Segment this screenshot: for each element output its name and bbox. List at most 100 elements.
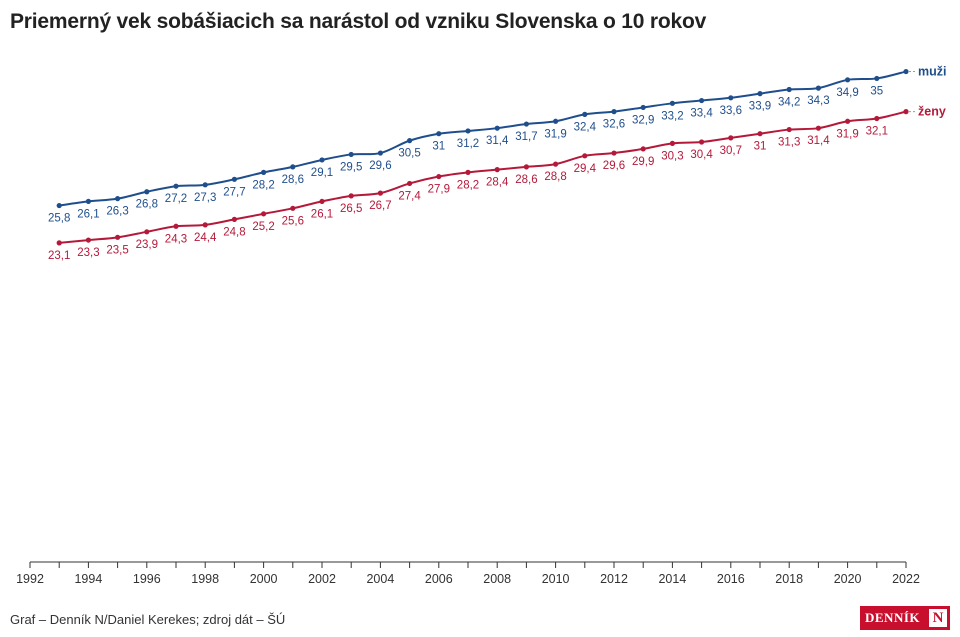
data-label: 35 bbox=[870, 85, 883, 97]
data-label: 31,3 bbox=[778, 137, 800, 149]
data-label: 31,7 bbox=[515, 131, 537, 143]
data-point bbox=[640, 146, 646, 152]
data-label: 32,6 bbox=[603, 119, 625, 131]
data-point bbox=[611, 109, 617, 115]
x-tick-label: 2002 bbox=[308, 572, 336, 586]
data-label: 24,3 bbox=[165, 233, 187, 245]
data-point bbox=[669, 140, 676, 146]
data-label: 25,8 bbox=[48, 213, 70, 225]
data-point bbox=[348, 151, 354, 158]
data-point bbox=[699, 139, 705, 145]
dennik-n-logo[interactable]: DENNÍK N bbox=[860, 606, 950, 630]
series-muzi: 25,8 26,1 26,3 26,8 27,2 27,3 27,7 28,2 28,6 29,1… bbox=[48, 65, 946, 225]
data-point bbox=[173, 223, 179, 229]
data-point bbox=[377, 150, 383, 156]
series-line bbox=[59, 110, 907, 244]
data-point bbox=[523, 121, 530, 127]
x-tick-label: 1992 bbox=[16, 572, 44, 586]
data-label: 27,2 bbox=[165, 193, 187, 205]
data-point bbox=[377, 190, 383, 196]
data-point bbox=[728, 95, 734, 101]
data-label: 30,4 bbox=[690, 149, 713, 161]
logo-mark: N bbox=[929, 609, 947, 627]
data-point bbox=[231, 216, 237, 222]
x-tick-label: 2008 bbox=[483, 572, 511, 586]
data-label: 26,7 bbox=[369, 200, 391, 212]
data-point bbox=[903, 68, 909, 75]
data-label: 33,4 bbox=[690, 108, 713, 120]
x-tick-label: 2022 bbox=[892, 572, 920, 586]
data-label: 26,8 bbox=[136, 199, 158, 211]
data-point bbox=[494, 125, 500, 131]
data-point bbox=[611, 150, 617, 156]
data-point bbox=[845, 77, 851, 83]
data-point bbox=[407, 138, 413, 144]
data-point bbox=[786, 126, 792, 133]
data-label: 31 bbox=[432, 141, 445, 153]
data-point bbox=[845, 118, 851, 124]
data-label: 29,6 bbox=[369, 160, 391, 172]
data-label: 32,1 bbox=[866, 126, 888, 138]
data-point bbox=[85, 237, 91, 243]
data-label: 29,9 bbox=[632, 156, 654, 168]
data-point bbox=[553, 118, 559, 124]
data-label: 30,3 bbox=[661, 150, 683, 162]
data-point bbox=[144, 189, 150, 195]
data-point bbox=[465, 169, 471, 175]
data-point bbox=[728, 135, 734, 141]
data-point bbox=[436, 173, 442, 180]
data-point bbox=[815, 85, 822, 91]
data-label: 29,6 bbox=[603, 160, 625, 172]
data-label: 30,5 bbox=[398, 148, 420, 160]
data-label: 29,4 bbox=[574, 163, 597, 175]
x-tick-label: 2004 bbox=[366, 572, 394, 586]
data-point bbox=[115, 196, 121, 202]
logo-text: DENNÍK bbox=[865, 610, 921, 625]
data-point bbox=[56, 240, 62, 246]
data-label: 23,9 bbox=[136, 239, 158, 251]
data-label: 28,4 bbox=[486, 177, 509, 189]
data-label: 26,1 bbox=[311, 208, 333, 220]
data-label: 33,2 bbox=[661, 110, 683, 122]
data-point bbox=[407, 180, 413, 187]
data-point bbox=[874, 115, 880, 122]
data-label: 34,9 bbox=[836, 87, 858, 99]
data-point bbox=[669, 100, 676, 106]
data-label: 32,9 bbox=[632, 114, 654, 126]
data-point bbox=[874, 75, 880, 82]
x-axis: 1992 1994 1996 1998 2000 2002 2004 2006 2008 2010… bbox=[16, 561, 920, 586]
data-point bbox=[115, 234, 121, 240]
data-label: 27,7 bbox=[223, 186, 245, 198]
data-point bbox=[523, 164, 530, 170]
data-point bbox=[144, 229, 150, 235]
data-label: 25,2 bbox=[252, 221, 274, 233]
data-label: 27,3 bbox=[194, 192, 216, 204]
data-label: 31,2 bbox=[457, 138, 479, 150]
data-point bbox=[786, 86, 792, 93]
chart-title: Priemerný vek sobášiacich sa narástol od… bbox=[10, 10, 707, 33]
x-tick-label: 2014 bbox=[658, 572, 686, 586]
data-point bbox=[757, 91, 763, 97]
data-label: 33,6 bbox=[720, 105, 742, 117]
data-point bbox=[202, 222, 208, 228]
x-tick-label: 2016 bbox=[717, 572, 745, 586]
data-label: 34,3 bbox=[807, 95, 829, 107]
data-label: 23,3 bbox=[77, 247, 99, 259]
x-tick-label: 2018 bbox=[775, 572, 803, 586]
x-tick-label: 2010 bbox=[542, 572, 570, 586]
data-point bbox=[465, 128, 471, 134]
data-label: 25,6 bbox=[282, 215, 304, 227]
data-point bbox=[699, 97, 705, 104]
data-label: 31,4 bbox=[807, 135, 830, 147]
data-point bbox=[436, 131, 442, 137]
series-name-label: ženy bbox=[918, 105, 946, 119]
data-point bbox=[319, 157, 325, 163]
series-name-label: muži bbox=[918, 65, 946, 79]
data-label: 28,8 bbox=[544, 171, 566, 183]
data-label: 26,1 bbox=[77, 208, 99, 220]
data-point bbox=[348, 193, 354, 199]
series-layer: 25,8 26,1 26,3 26,8 27,2 27,3 27,7 28,2 28,6 29,1… bbox=[48, 65, 946, 262]
data-label: 31,4 bbox=[486, 135, 509, 147]
data-label: 31,9 bbox=[836, 128, 858, 140]
